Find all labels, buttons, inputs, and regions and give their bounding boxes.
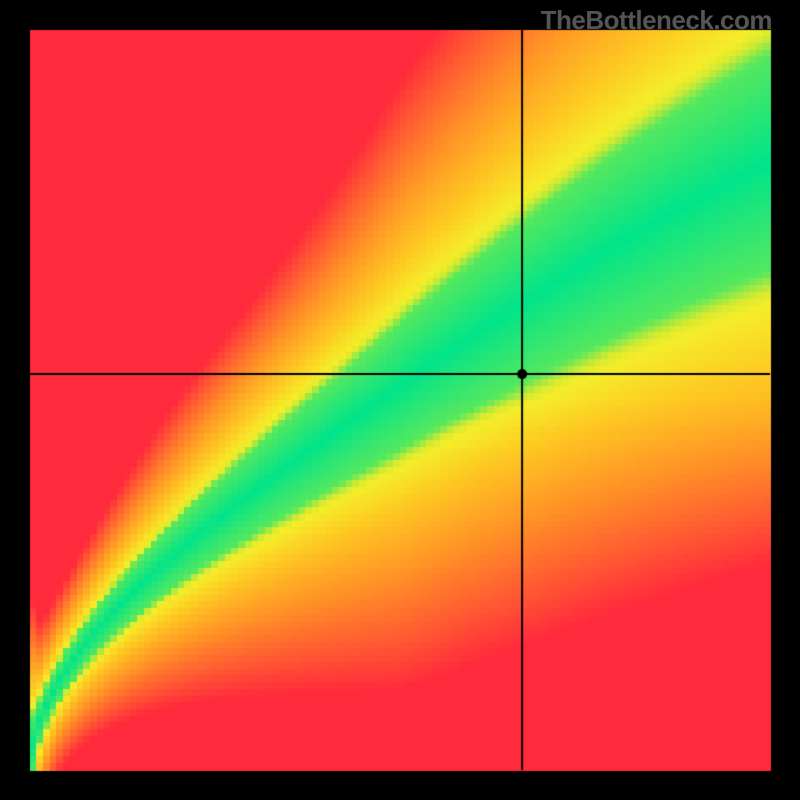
watermark-text: TheBottleneck.com xyxy=(541,5,772,36)
chart-container: TheBottleneck.com xyxy=(0,0,800,800)
bottleneck-heatmap xyxy=(0,0,800,800)
